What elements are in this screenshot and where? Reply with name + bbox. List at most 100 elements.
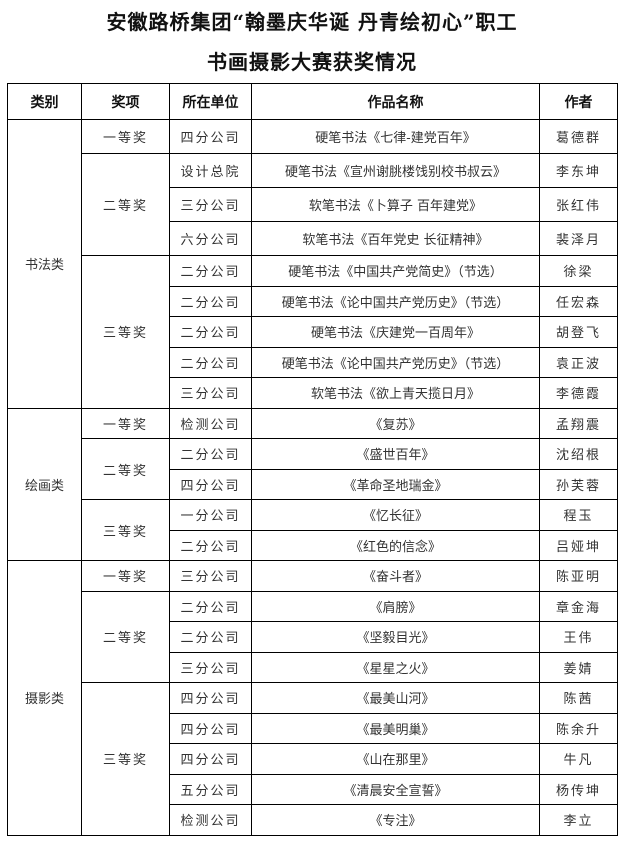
work-cell: 《盛世百年》: [251, 438, 540, 470]
unit-cell: 二分公司: [169, 346, 252, 378]
table-row: 三等奖 一分公司 《忆长征》 程玉: [8, 499, 618, 561]
unit-cell: 二分公司: [169, 529, 252, 561]
table-row: 二分公司 硬笔书法《庆建党一百周年》 胡登飞: [8, 316, 618, 348]
table-row: 六分公司 软笔书法《百年党史 长征精神》 裴泽月: [8, 221, 618, 256]
table-row: 三分公司 《星星之火》 姜婧: [8, 651, 618, 683]
author-cell: 李立: [539, 804, 618, 836]
table-row: 书法类 一等奖 四分公司 硬笔书法《七律-建党百年》 葛德群: [7, 119, 618, 409]
award-cell: 一等奖: [81, 119, 170, 154]
author-cell: 李德霞: [539, 377, 618, 409]
author-cell: 袁正波: [539, 346, 618, 378]
table-row: 二分公司 硬笔书法《论中国共产党历史》（节选） 袁正波: [8, 346, 618, 378]
table-row: 二等奖 二分公司 《盛世百年》 沈绍根: [8, 438, 618, 500]
work-cell: 《红色的信念》: [251, 529, 540, 561]
table-row: 三等奖 二分公司 硬笔书法《中国共产党简史》（节选） 徐梁: [8, 255, 618, 409]
author-cell: 任宏森: [539, 285, 618, 317]
work-cell: 《肩膀》: [251, 590, 540, 622]
author-cell: 陈余升: [539, 712, 618, 744]
work-cell: 《复苏》: [251, 407, 540, 439]
work-cell: 《忆长征》: [251, 499, 540, 531]
work-cell: 硬笔书法《论中国共产党历史》（节选）: [251, 285, 540, 317]
unit-cell: 检测公司: [169, 407, 252, 439]
work-cell: 《清晨安全宣誓》: [251, 773, 540, 805]
unit-cell: 四分公司: [169, 712, 252, 744]
table-row: 二分公司 硬笔书法《论中国共产党历史》（节选） 任宏森: [8, 285, 618, 317]
author-cell: 葛德群: [539, 119, 618, 154]
work-cell: 软笔书法《百年党史 长征精神》: [251, 221, 540, 256]
work-cell: 《坚毅目光》: [251, 621, 540, 653]
work-cell: 软笔书法《欲上青天揽日月》: [251, 377, 540, 409]
category-cell: 书法类: [7, 119, 82, 409]
award-cell: 一等奖: [81, 407, 170, 439]
author-cell: 杨传坤: [539, 773, 618, 805]
work-cell: 《革命圣地瑞金》: [251, 468, 540, 500]
unit-cell: 一分公司: [169, 499, 252, 531]
author-cell: 吕娅坤: [539, 529, 618, 561]
award-cell: 三等奖: [81, 499, 170, 561]
table-row: 二等奖 二分公司 《肩膀》 章金海: [8, 590, 618, 683]
author-cell: 李东坤: [539, 153, 618, 188]
work-cell: 《专注》: [251, 804, 540, 836]
author-cell: 陈茜: [539, 682, 618, 714]
work-cell: 硬笔书法《七律-建党百年》: [251, 119, 540, 154]
work-cell: 《最美山河》: [251, 682, 540, 714]
unit-cell: 二分公司: [169, 621, 252, 653]
unit-cell: 二分公司: [169, 285, 252, 317]
award-cell: 二等奖: [81, 438, 170, 500]
author-cell: 沈绍根: [539, 438, 618, 470]
award-cell: 三等奖: [81, 255, 170, 409]
table-row: 二分公司 《红色的信念》 吕娅坤: [8, 529, 618, 561]
unit-cell: 三分公司: [169, 651, 252, 683]
author-cell: 裴泽月: [539, 221, 618, 256]
unit-cell: 三分公司: [169, 187, 252, 222]
work-cell: 《最美明巢》: [251, 712, 540, 744]
unit-cell: 设计总院: [169, 153, 252, 188]
header-unit: 所在单位: [169, 83, 252, 120]
header-author: 作者: [539, 83, 618, 120]
table-row: 三等奖 四分公司 《最美山河》 陈茜: [8, 682, 618, 836]
author-cell: 程玉: [539, 499, 618, 531]
unit-cell: 四分公司: [169, 743, 252, 775]
work-cell: 《星星之火》: [251, 651, 540, 683]
award-cell: 一等奖: [81, 560, 170, 592]
author-cell: 姜婧: [539, 651, 618, 683]
work-cell: 硬笔书法《宣州谢朓楼饯别校书叔云》: [251, 153, 540, 188]
awards-table: 类别 奖项 所在单位 作品名称 作者 书法类 一等奖 四分公司 硬笔书法《七律-建党百…: [7, 83, 618, 836]
document-title-line1: 安徽路桥集团“翰墨庆华诞 丹青绘初心”职工: [106, 10, 518, 34]
unit-cell: 二分公司: [169, 255, 252, 287]
unit-cell: 六分公司: [169, 221, 252, 256]
table-row: 绘画类 一等奖 检测公司 《复苏》 孟翔震: [7, 407, 618, 561]
work-cell: 硬笔书法《论中国共产党历史》（节选）: [251, 346, 540, 378]
work-cell: 硬笔书法《庆建党一百周年》: [251, 316, 540, 348]
document-title-line2: 书画摄影大赛获奖情况: [207, 50, 417, 74]
author-cell: 徐梁: [539, 255, 618, 287]
unit-cell: 检测公司: [169, 804, 252, 836]
author-cell: 孙芙蓉: [539, 468, 618, 500]
work-cell: 《山在那里》: [251, 743, 540, 775]
author-cell: 孟翔震: [539, 407, 618, 439]
unit-cell: 二分公司: [169, 590, 252, 622]
unit-cell: 三分公司: [169, 560, 252, 592]
header-award: 奖项: [81, 83, 170, 120]
author-cell: 牛凡: [539, 743, 618, 775]
unit-cell: 四分公司: [169, 468, 252, 500]
unit-cell: 二分公司: [169, 316, 252, 348]
unit-cell: 五分公司: [169, 773, 252, 805]
award-cell: 二等奖: [81, 590, 170, 683]
unit-cell: 四分公司: [169, 682, 252, 714]
table-row: 二分公司 《坚毅目光》 王伟: [8, 621, 618, 653]
table-row: 四分公司 《革命圣地瑞金》 孙芙蓉: [8, 468, 618, 500]
table-body: 书法类 一等奖 四分公司 硬笔书法《七律-建党百年》 葛德群 二等奖 设计总院 硬笔书法《宣州…: [7, 119, 618, 836]
work-cell: 软笔书法《卜算子 百年建党》: [251, 187, 540, 222]
award-cell: 三等奖: [81, 682, 170, 836]
table-row: 摄影类 一等奖 三分公司 《奋斗者》 陈亚明: [7, 560, 618, 836]
author-cell: 张红伟: [539, 187, 618, 222]
work-cell: 《奋斗者》: [251, 560, 540, 592]
table-row: 四分公司 《最美明巢》 陈余升: [8, 712, 618, 744]
header-work: 作品名称: [251, 83, 540, 120]
category-cell: 摄影类: [7, 560, 82, 836]
unit-cell: 二分公司: [169, 438, 252, 470]
table-header-row: 类别 奖项 所在单位 作品名称 作者: [7, 83, 618, 120]
category-cell: 绘画类: [7, 407, 82, 561]
work-cell: 硬笔书法《中国共产党简史》（节选）: [251, 255, 540, 287]
